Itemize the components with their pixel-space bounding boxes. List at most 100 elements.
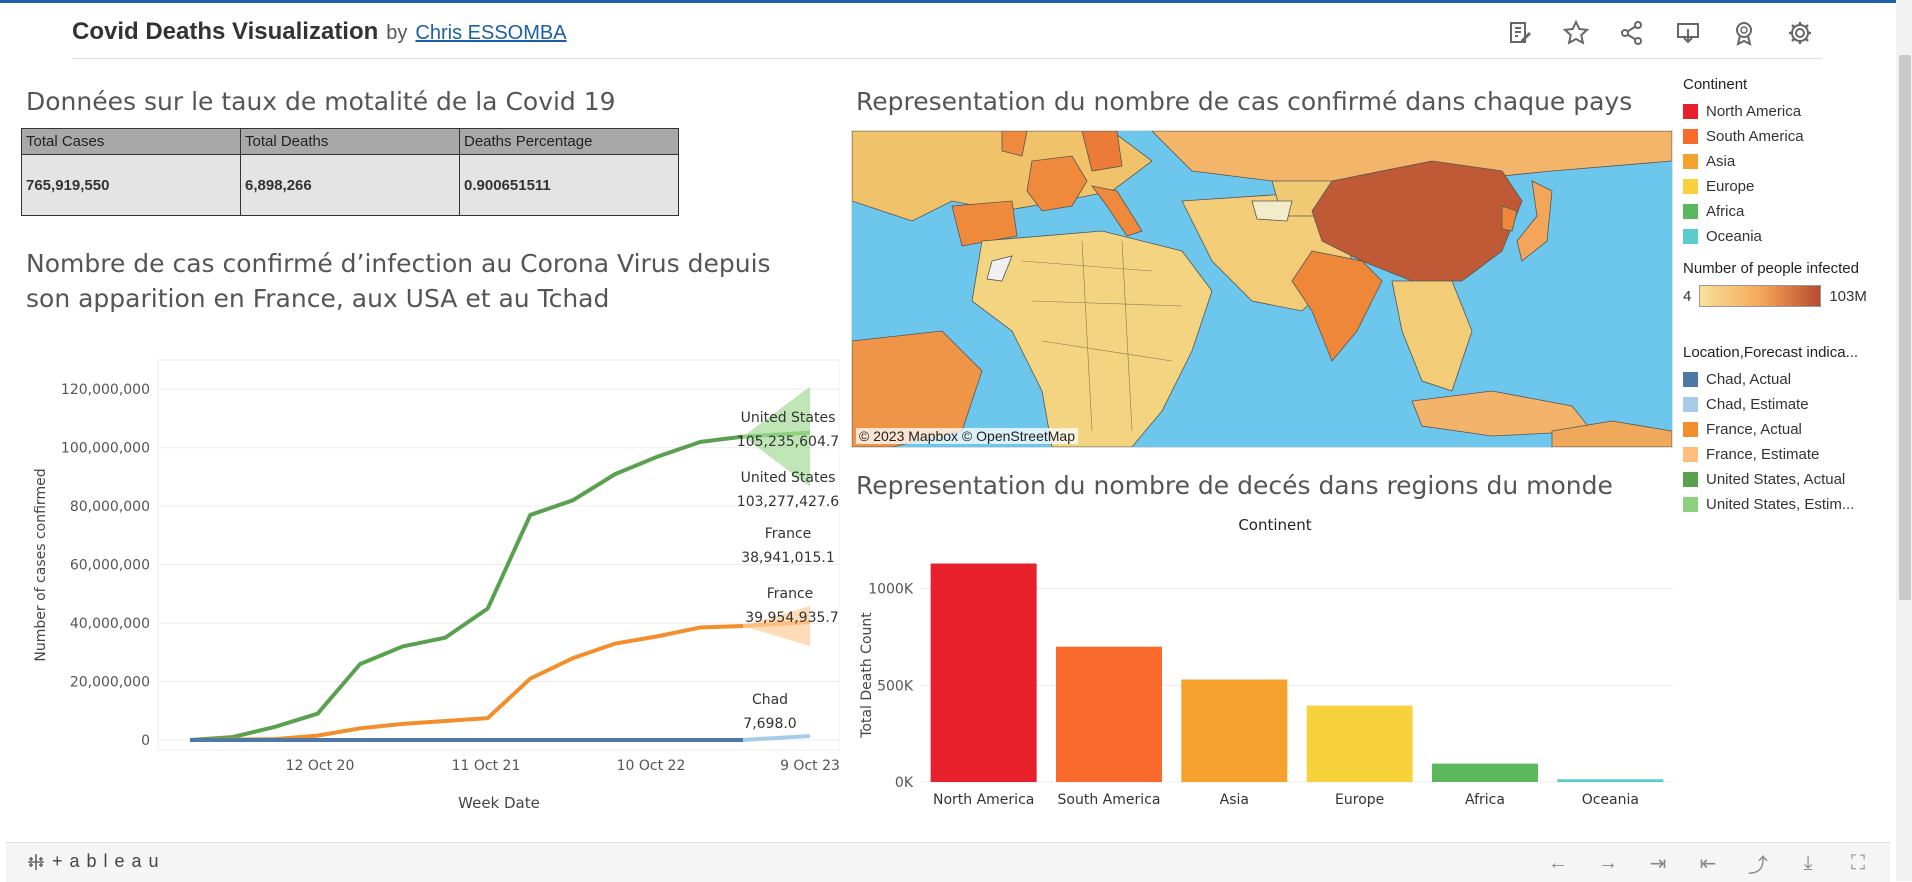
location-legend-item[interactable]: United States, Actual	[1683, 467, 1858, 492]
bar-chart-category-label: Africa	[1465, 792, 1505, 808]
world-map[interactable]: © 2023 Mapbox © OpenStreetMap	[851, 130, 1673, 448]
location-legend-swatch	[1683, 372, 1698, 387]
location-legend-item[interactable]: United States, Estim...	[1683, 492, 1858, 517]
line-chart-y-label: Number of cases confirmed	[33, 468, 49, 661]
bottom-nav: ← → ⇥ ⇤ ⤴ ⤓ ⛶	[1546, 851, 1870, 875]
toolbar	[1505, 18, 1815, 48]
continent-legend-swatch	[1683, 179, 1698, 194]
map-country-italy[interactable]	[1092, 186, 1142, 236]
continent-legend-item[interactable]: Asia	[1683, 149, 1804, 174]
line-chart-annotation-value: 105,235,604.7	[737, 434, 839, 450]
line-chart-x-tick: 11 Oct 21	[452, 758, 521, 774]
bar-chart-category-label: Europe	[1335, 792, 1384, 808]
scrollbar-thumb[interactable]	[1899, 55, 1911, 600]
badge-icon[interactable]	[1729, 18, 1759, 48]
bar-chart-bar[interactable]	[1557, 779, 1663, 782]
line-chart-annotation-label: United States	[741, 410, 836, 426]
header-divider	[72, 58, 1822, 59]
line-chart-y-tick: 80,000,000	[70, 499, 150, 515]
download-icon[interactable]	[1673, 18, 1703, 48]
tableau-logo[interactable]: +ableau	[26, 851, 166, 872]
line-chart-annotation-value: 103,277,427.6	[737, 494, 840, 510]
viz-header: Covid Deaths Visualization by Chris ESSO…	[72, 18, 567, 48]
location-legend: Location,Forecast indica... Chad, Actual…	[1683, 344, 1858, 517]
line-chart-y-tick: 120,000,000	[61, 382, 150, 398]
location-legend-item[interactable]: Chad, Actual	[1683, 367, 1858, 392]
share-icon[interactable]	[1617, 18, 1647, 48]
continent-legend-item[interactable]: South America	[1683, 124, 1804, 149]
revert-icon[interactable]: ⇥	[1646, 851, 1670, 875]
line-chart-annotation-label: France	[767, 586, 814, 602]
kpi-header-total-cases: Total Cases	[22, 129, 241, 155]
continent-legend-item[interactable]: Europe	[1683, 174, 1804, 199]
bar-chart-bar[interactable]	[1307, 706, 1413, 782]
bar-chart-category-label: Asia	[1220, 792, 1249, 808]
location-legend-swatch	[1683, 422, 1698, 437]
continent-legend-item[interactable]: North America	[1683, 99, 1804, 124]
bar-chart-bar[interactable]	[1056, 647, 1162, 782]
infected-max: 103M	[1829, 288, 1867, 305]
bar-chart-category-label: South America	[1058, 792, 1161, 808]
kpi-header-total-deaths: Total Deaths	[241, 129, 460, 155]
kpi-table: Total Cases Total Deaths Deaths Percenta…	[21, 128, 679, 216]
map-region-se-asia[interactable]	[1392, 281, 1472, 391]
infected-gradient[interactable]	[1699, 285, 1821, 307]
line-chart-plot-area	[158, 360, 840, 750]
map-attribution[interactable]: © 2023 Mapbox © OpenStreetMap	[856, 428, 1078, 444]
download-bottom-icon[interactable]: ⤓	[1796, 851, 1820, 875]
reset-icon[interactable]: ⇤	[1696, 851, 1720, 875]
author-link[interactable]: Chris ESSOMBA	[415, 22, 566, 45]
bar-chart-category-label: Oceania	[1582, 792, 1639, 808]
line-chart-x-tick: 9 Oct 23	[780, 758, 840, 774]
line-chart-y-tick: 20,000,000	[70, 675, 150, 691]
location-legend-swatch	[1683, 472, 1698, 487]
edit-icon[interactable]	[1505, 18, 1535, 48]
kpi-value-total-deaths[interactable]: 6,898,266	[241, 155, 460, 216]
line-chart-y-tick: 60,000,000	[70, 558, 150, 574]
tableau-cross-icon	[26, 852, 46, 872]
location-legend-item[interactable]: France, Estimate	[1683, 442, 1858, 467]
redo-icon[interactable]: →	[1596, 851, 1620, 875]
kpi-value-deaths-percentage[interactable]: 0.900651511	[460, 155, 679, 216]
undo-icon[interactable]: ←	[1546, 851, 1570, 875]
bar-chart-bar[interactable]	[1432, 764, 1538, 782]
bar-chart-bar[interactable]	[931, 564, 1037, 782]
continent-legend-label: Asia	[1706, 153, 1735, 170]
line-chart-y-tick: 100,000,000	[61, 441, 150, 457]
location-legend-item[interactable]: Chad, Estimate	[1683, 392, 1858, 417]
continent-legend-title: Continent	[1683, 76, 1804, 93]
kpi-value-total-cases[interactable]: 765,919,550	[22, 155, 241, 216]
by-text: by	[386, 22, 407, 45]
map-country-turkmenistan[interactable]	[1252, 201, 1292, 221]
line-chart[interactable]: 020,000,00040,000,00060,000,00080,000,00…	[10, 350, 840, 830]
share-bottom-icon[interactable]: ⤴	[1746, 851, 1770, 875]
location-legend-label: France, Estimate	[1706, 446, 1819, 463]
continent-legend-item[interactable]: Africa	[1683, 199, 1804, 224]
continent-legend-swatch	[1683, 229, 1698, 244]
line-chart-x-tick: 10 Oct 22	[617, 758, 686, 774]
continent-legend-label: South America	[1706, 128, 1804, 145]
line-chart-annotation-value: 7,698.0	[743, 716, 796, 732]
bar-chart-bar[interactable]	[1181, 680, 1287, 782]
gear-icon[interactable]	[1785, 18, 1815, 48]
bar-chart-y-tick: 1000K	[868, 582, 914, 598]
kpi-title: Données sur le taux de motalité de la Co…	[26, 84, 826, 119]
location-legend-title[interactable]: Location,Forecast indica...	[1683, 344, 1858, 361]
location-legend-label: Chad, Actual	[1706, 371, 1791, 388]
continent-legend-label: North America	[1706, 103, 1801, 120]
continent-legend-swatch	[1683, 154, 1698, 169]
map-country-japan[interactable]	[1517, 181, 1552, 261]
bar-chart-category-label: North America	[933, 792, 1034, 808]
location-legend-label: United States, Estim...	[1706, 496, 1854, 513]
star-icon[interactable]	[1561, 18, 1591, 48]
tableau-logo-text: +ableau	[52, 851, 166, 872]
fullscreen-icon[interactable]: ⛶	[1846, 851, 1870, 875]
line-chart-annotation-value: 38,941,015.1	[741, 550, 835, 566]
location-legend-swatch	[1683, 397, 1698, 412]
continent-legend-item[interactable]: Oceania	[1683, 224, 1804, 249]
location-legend-item[interactable]: France, Actual	[1683, 417, 1858, 442]
map-title: Representation du nombre de cas confirmé…	[856, 84, 1666, 119]
continent-legend-swatch	[1683, 129, 1698, 144]
line-chart-annotation-value: 39,954,935.7	[745, 610, 839, 626]
